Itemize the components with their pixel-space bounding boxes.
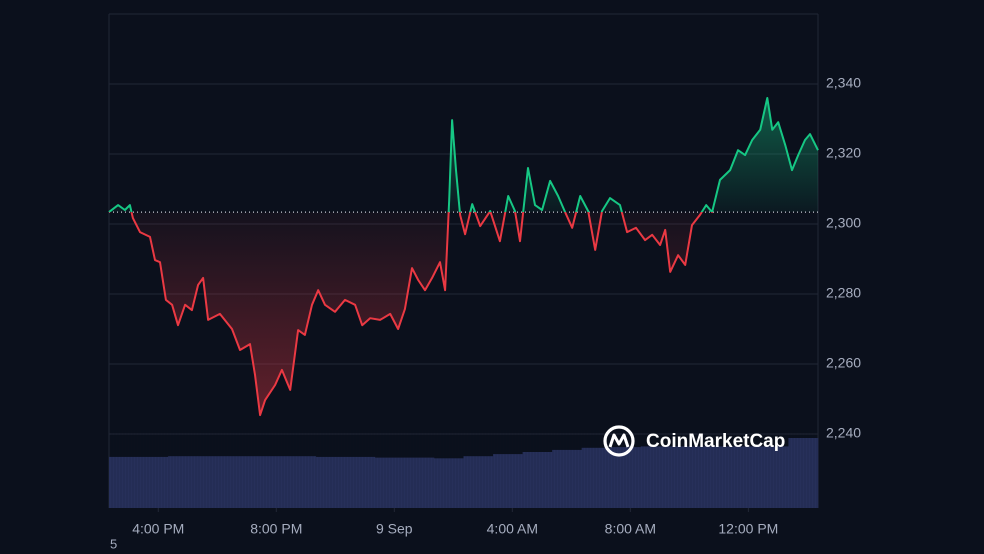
price-line-above (108, 97, 819, 213)
volume-bar (374, 457, 405, 508)
volume-bar (315, 456, 346, 508)
y-tick-label: 2,320 (826, 145, 861, 161)
volume-bar (463, 456, 494, 508)
volume-bar (286, 456, 317, 508)
x-tick-label: 8:00 PM (250, 521, 302, 537)
y-tick-label: 2,300 (826, 215, 861, 231)
watermark-text: CoinMarketCap (646, 431, 785, 452)
x-tick-label: 4:00 AM (487, 521, 538, 537)
volume-bar (611, 447, 642, 508)
volume-bar (109, 456, 139, 508)
volume-bar (522, 452, 553, 508)
watermark: CoinMarketCap (603, 425, 785, 457)
volume-bar (670, 446, 701, 508)
volume-bar (581, 447, 612, 508)
y-tick-label: 2,280 (826, 285, 861, 301)
volume-bar (197, 456, 228, 508)
logo-ring (603, 425, 635, 457)
area-above (109, 98, 818, 213)
price-line-below (109, 212, 714, 417)
volume-bar (138, 456, 169, 508)
volume-bar (227, 456, 258, 508)
area-below (131, 212, 702, 416)
y-tick-label: 2,340 (826, 75, 861, 91)
volume-bar (758, 446, 789, 508)
volume-bar (552, 449, 582, 508)
logo-mark (608, 433, 630, 448)
volume-bar (168, 456, 198, 508)
x-tick-label: 9 Sep (376, 521, 413, 537)
x-tick-label: 8:00 AM (605, 521, 656, 537)
x-tick-label: 12:00 PM (718, 521, 778, 537)
volume-bar (729, 446, 760, 508)
volume-bar (404, 457, 435, 508)
volume-bar (640, 446, 671, 508)
footnote: 5 (110, 536, 117, 551)
volume-bar (493, 454, 523, 508)
volume-bar (788, 438, 819, 508)
volume-bar (433, 458, 464, 508)
volume-bar (345, 456, 376, 508)
volume-bar (256, 456, 287, 508)
y-tick-label: 2,260 (826, 355, 861, 371)
y-tick-label: 2,240 (826, 425, 861, 441)
x-tick-label: 4:00 PM (132, 521, 184, 537)
volume-bar (699, 446, 730, 508)
